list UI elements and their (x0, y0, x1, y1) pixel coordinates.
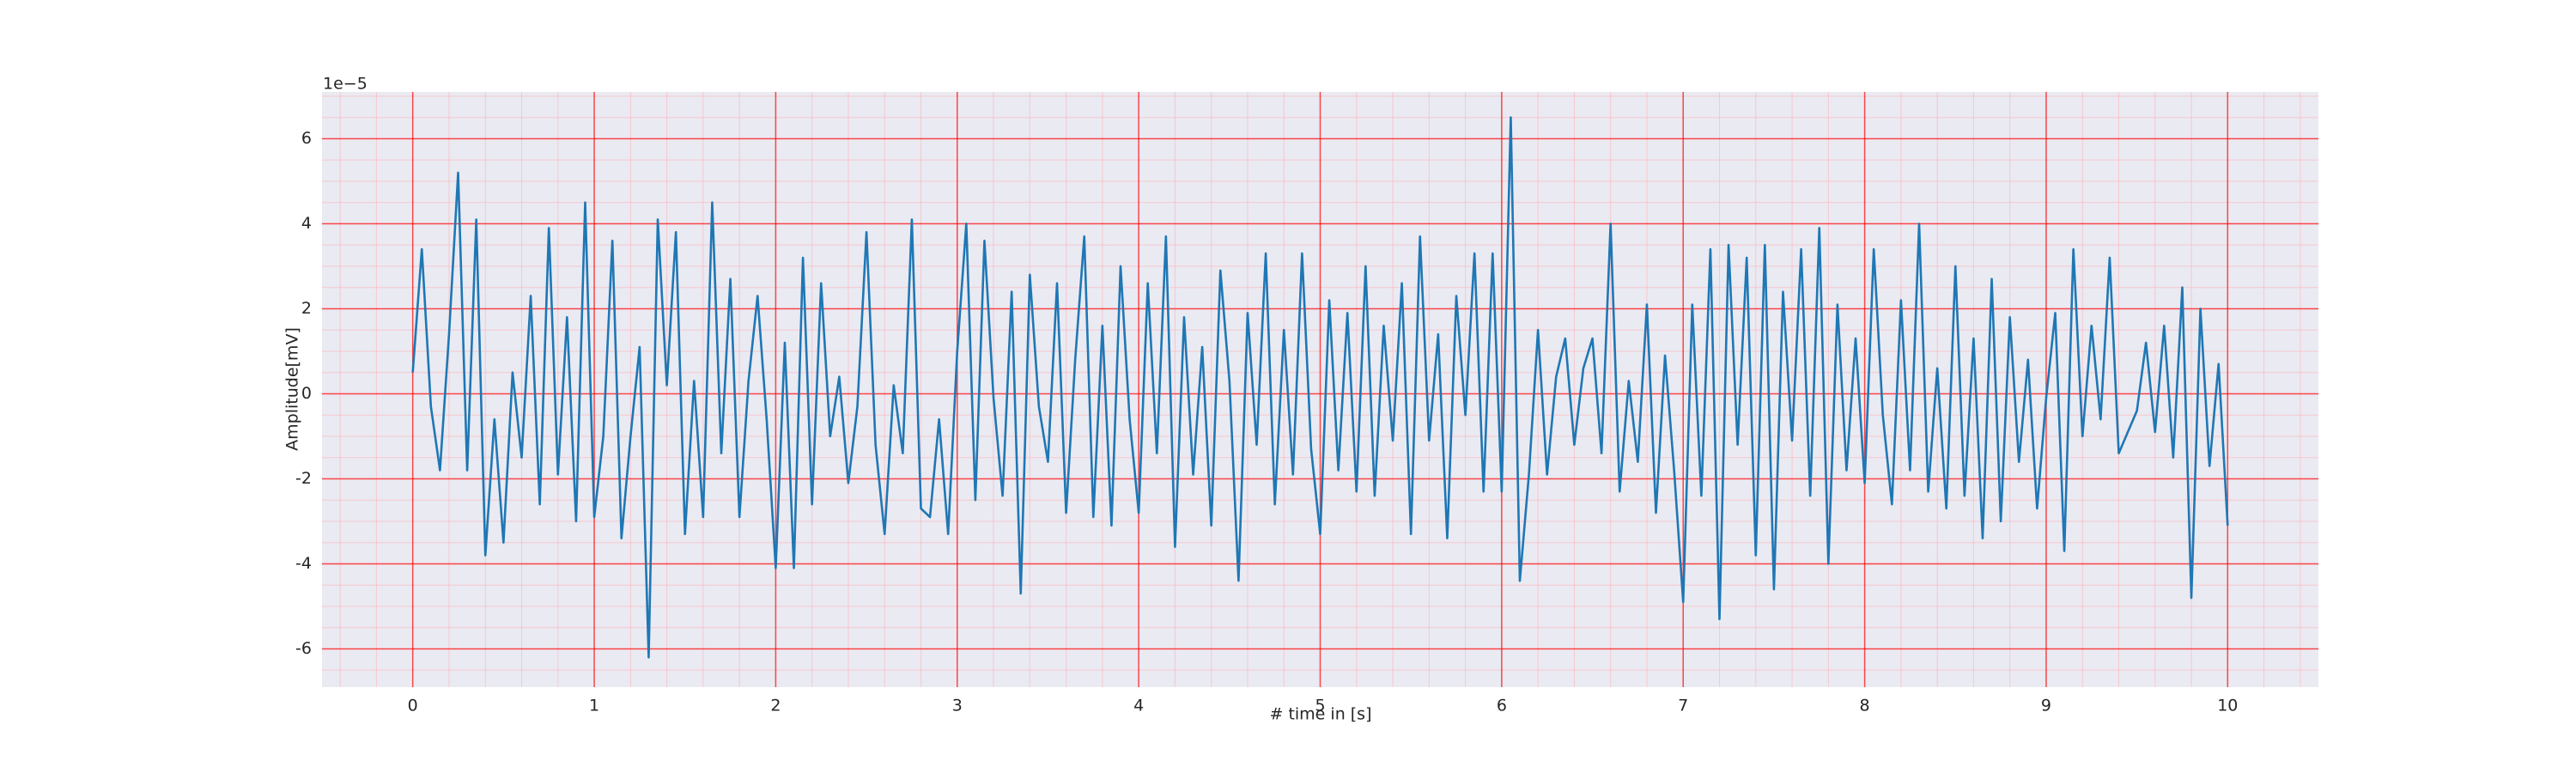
y-tick-label: -2 (295, 469, 312, 488)
x-tick-label: 8 (1860, 697, 1870, 715)
x-tick-label: 5 (1315, 697, 1325, 715)
x-tick-label: 1 (589, 697, 599, 715)
y-tick-label: -4 (295, 554, 312, 573)
x-tick-label: 7 (1678, 697, 1688, 715)
x-tick-label: 2 (770, 697, 781, 715)
x-tick-label: 10 (2217, 697, 2238, 715)
signal-line (411, 116, 2229, 659)
y-tick-label: 6 (301, 129, 312, 148)
y-offset-text: 1e−5 (323, 75, 368, 94)
y-tick-label: -6 (295, 639, 312, 658)
x-tick-label: 0 (408, 697, 418, 715)
y-axis-label: Amplitude[mV] (283, 327, 302, 451)
y-tick-label: 2 (301, 299, 312, 318)
x-tick-label: 4 (1133, 697, 1144, 715)
x-tick-label: 3 (952, 697, 963, 715)
x-tick-label: 9 (2041, 697, 2051, 715)
x-tick-label: 6 (1497, 697, 1507, 715)
x-axis-label: # time in [s] (1269, 705, 1371, 724)
y-tick-label: 4 (301, 214, 312, 233)
y-tick-label: 0 (301, 384, 312, 403)
